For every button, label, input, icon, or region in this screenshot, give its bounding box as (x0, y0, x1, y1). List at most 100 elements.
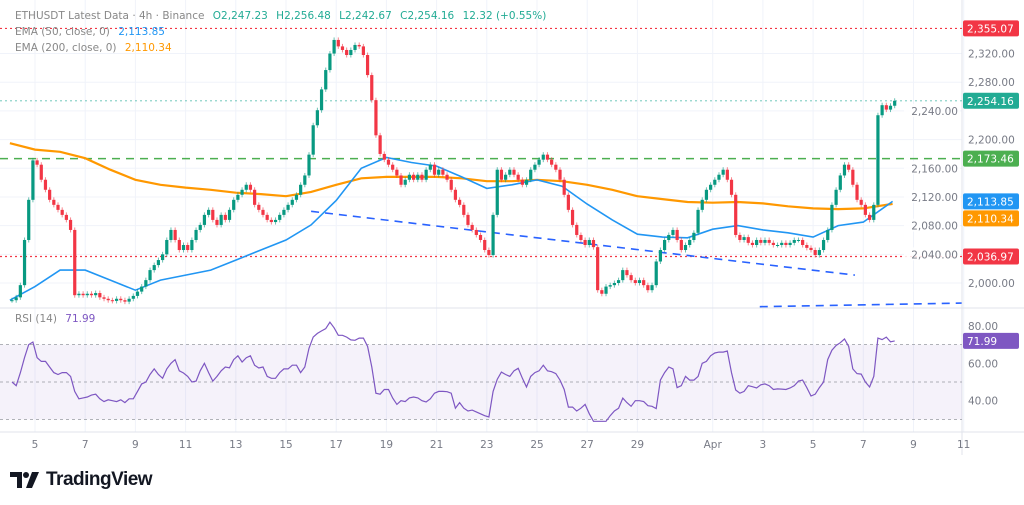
candle (621, 267, 625, 283)
candle-body (186, 244, 190, 251)
candle (675, 227, 679, 243)
candle-body (721, 169, 725, 175)
candle-body (60, 209, 64, 215)
candle-body (365, 54, 370, 76)
candle (378, 132, 382, 157)
candle (190, 237, 194, 253)
candle (851, 167, 855, 188)
candle (859, 197, 863, 208)
candle-body (349, 49, 353, 55)
ema-badge: 2,110.34 (967, 213, 1014, 225)
candle-body (478, 234, 483, 240)
price-tick-label: 2,280.00 (968, 77, 1015, 89)
candle (550, 157, 554, 168)
candle (374, 97, 378, 138)
candle-body (704, 189, 709, 200)
ema200-legend[interactable]: EMA (200, close, 0) 2,110.34 (15, 42, 177, 54)
candle (583, 237, 587, 248)
candle-body (156, 260, 161, 266)
price-level-badge: 2,355.07 (967, 23, 1014, 35)
candle-body (796, 239, 801, 241)
candle (516, 172, 520, 183)
ema200-label: EMA (200, close, 0) (15, 42, 117, 54)
candle (734, 192, 738, 238)
price-level-badge-bg (963, 150, 1019, 167)
candle-body (734, 194, 738, 235)
candle-body (223, 214, 227, 220)
candle (131, 293, 135, 302)
candle (219, 212, 223, 228)
candle-body (570, 209, 575, 225)
candle (771, 240, 775, 248)
candle-body (755, 239, 759, 245)
candle-body (826, 229, 830, 240)
candle-body (81, 293, 85, 296)
time-tick-label: 23 (480, 439, 493, 451)
candle-body (499, 169, 504, 180)
candle-body (14, 297, 18, 301)
price-level-badge-bg (963, 248, 1019, 265)
candle-body (658, 250, 663, 262)
chart-canvas[interactable]: 2,000.00 2,040.00 2,080.00 2,120.00 2,160.00… (0, 0, 1024, 460)
candle (738, 232, 742, 243)
candle-body (470, 224, 474, 230)
candle-body (399, 175, 403, 185)
candle (240, 187, 244, 198)
candle-body (265, 214, 269, 220)
price-tick-label: 2,000.00 (968, 278, 1015, 290)
candle-body (667, 234, 671, 240)
candle (458, 197, 462, 208)
candle (27, 197, 31, 243)
candle-body (662, 239, 667, 251)
candle-body (110, 300, 114, 302)
time-tick-label: 11 (179, 439, 192, 451)
candle-body (847, 164, 851, 170)
candle-body (219, 214, 223, 225)
candle-body (742, 237, 746, 240)
candle (102, 294, 106, 302)
candle-body (215, 219, 219, 225)
candle (625, 267, 629, 278)
candle-body (483, 239, 487, 251)
candle (470, 222, 474, 233)
candle-body (144, 280, 148, 287)
candle-body (637, 280, 642, 283)
candle-body (859, 199, 863, 205)
candle (596, 244, 600, 293)
candle (876, 112, 880, 208)
trendline (759, 302, 962, 308)
candle (411, 172, 416, 183)
ema50-label: EMA (50, close, 0) (15, 26, 110, 38)
candle (524, 177, 529, 188)
ema-badge: 2,113.85 (967, 196, 1014, 208)
rsi-legend[interactable]: RSI (14) 71.99 (15, 313, 100, 325)
rsi-tick-label: 60.00 (968, 358, 998, 370)
candle-body (491, 214, 495, 256)
tradingview-logo[interactable]: TradingView (10, 469, 153, 491)
candle-body (516, 174, 520, 180)
ema50-legend[interactable]: EMA (50, close, 0) 2,113.85 (15, 26, 170, 38)
time-tick-label: 5 (810, 439, 817, 451)
candle (169, 227, 173, 243)
candle-body (102, 297, 106, 299)
candle-body (688, 239, 692, 245)
candle-body (261, 209, 265, 215)
candle (328, 51, 332, 73)
candle-body (27, 199, 31, 240)
candle-body (68, 219, 73, 230)
candle (445, 172, 449, 183)
candle (487, 247, 491, 258)
candle (838, 172, 842, 193)
candle (893, 98, 897, 109)
candle-body (290, 199, 294, 205)
candle-body (286, 204, 290, 210)
candle (353, 42, 357, 53)
candle (533, 162, 537, 173)
candle (215, 217, 219, 228)
time-tick-label: 21 (430, 439, 443, 451)
candle-body (253, 189, 257, 205)
candle (349, 47, 353, 58)
candle-body (746, 237, 750, 243)
candle-body (784, 242, 788, 245)
candle (453, 187, 458, 203)
